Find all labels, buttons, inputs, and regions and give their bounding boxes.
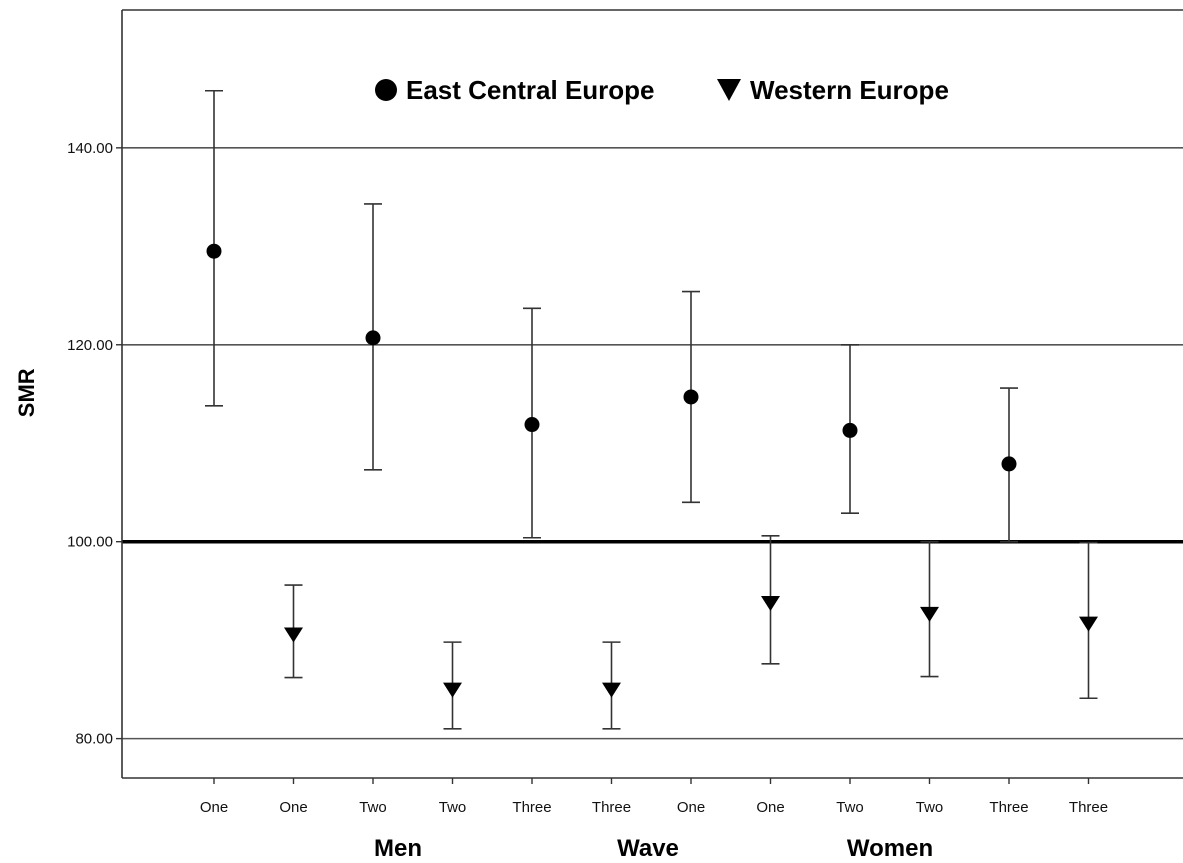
data-point-east-central-europe (842, 422, 858, 438)
x-tick-label: Two (916, 799, 944, 816)
x-tick-label: Three (592, 799, 631, 816)
x-tick-label: Two (359, 799, 387, 816)
x-tick-label: Three (512, 799, 551, 816)
x-tick-label: Two (836, 799, 864, 816)
data-point-east-central-europe (365, 330, 381, 346)
axes (116, 9, 1183, 784)
data-point-western-europe (602, 682, 621, 698)
data-point-east-central-europe (206, 243, 222, 259)
x-tick-label: Three (1069, 799, 1108, 816)
x-axis-title: Wave (617, 835, 679, 862)
y-axis-title: SMR (14, 368, 39, 417)
legend: East Central Europe Western Europe (375, 75, 949, 105)
labels: 80.00 100.00 120.00 140.00 One One Two Two Three… (14, 140, 1108, 862)
x-tick-label: One (279, 799, 307, 816)
markers (206, 243, 1098, 698)
data-point-western-europe (920, 606, 939, 622)
x-tick-label: Two (439, 799, 467, 816)
legend-label-east-central-europe: East Central Europe (406, 75, 655, 105)
data-point-western-europe (443, 682, 462, 698)
legend-label-western-europe: Western Europe (750, 75, 949, 105)
group-label-men: Men (374, 835, 422, 862)
y-tick-label: 140.00 (67, 140, 113, 157)
data-point-western-europe (1079, 616, 1098, 632)
data-point-western-europe (761, 595, 780, 611)
y-tick-label: 100.00 (67, 534, 113, 551)
x-tick-label: One (677, 799, 705, 816)
legend-marker-east-central-europe (375, 79, 397, 101)
data-point-east-central-europe (524, 417, 540, 433)
data-point-east-central-europe (1001, 456, 1017, 472)
group-label-women: Women (847, 835, 933, 862)
y-tick-label: 80.00 (75, 731, 113, 748)
x-tick-label: One (756, 799, 784, 816)
x-tick-label: One (200, 799, 228, 816)
data-point-east-central-europe (683, 389, 699, 405)
error-bars (205, 89, 1098, 730)
grid-lines (122, 147, 1183, 740)
x-tick-label: Three (989, 799, 1028, 816)
y-tick-label: 120.00 (67, 337, 113, 354)
legend-marker-western-europe (717, 79, 741, 101)
data-point-western-europe (284, 627, 303, 643)
